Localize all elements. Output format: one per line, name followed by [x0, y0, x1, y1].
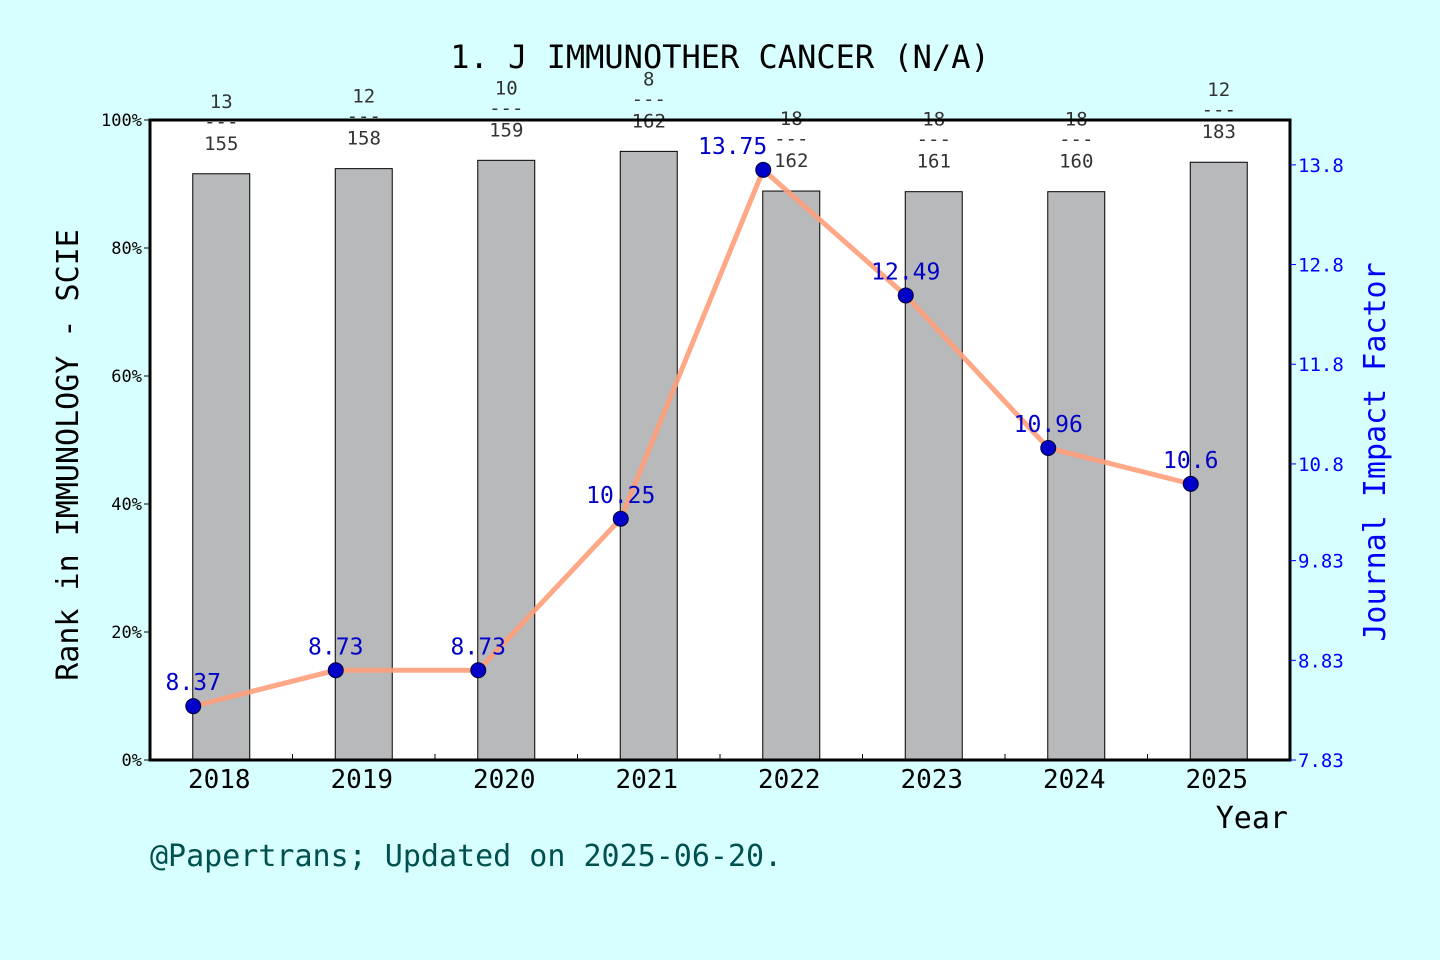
chart-title: 1. J IMMUNOTHER CANCER (N/A): [450, 38, 989, 76]
bar-2024: [1047, 191, 1106, 761]
impact-factor-point-2025: [1182, 475, 1199, 492]
impact-factor-point-2024: [1040, 439, 1057, 456]
x-tick-label: 2023: [900, 765, 963, 795]
plot-area: [150, 120, 1290, 760]
impact-factor-point-2019: [327, 662, 344, 679]
bar-2025: [1189, 161, 1248, 761]
bar-separator: ---: [347, 106, 381, 128]
bar-total-label: 161: [917, 151, 951, 173]
left-tick-label: 100%: [101, 111, 142, 131]
right-tick-label: 10.8: [1298, 454, 1344, 476]
right-tick-label: 7.83: [1298, 750, 1344, 772]
bar-rank-label: 13: [210, 91, 233, 113]
bar-total-label: 183: [1202, 121, 1236, 143]
left-tick-label: 60%: [111, 367, 142, 387]
bar-separator: ---: [632, 88, 666, 110]
impact-factor-label: 13.75: [698, 134, 767, 160]
bar-2023: [904, 191, 963, 761]
bar-2022: [762, 190, 821, 761]
bar-separator: ---: [489, 97, 523, 119]
x-axis-label: Year: [1216, 801, 1288, 836]
x-tick-label: 2019: [330, 765, 393, 795]
impact-factor-label: 8.73: [308, 634, 363, 660]
bar-total-label: 155: [204, 133, 238, 155]
impact-factor-label: 12.49: [871, 259, 940, 285]
bar-separator: ---: [204, 111, 238, 133]
x-tick-label: 2025: [1185, 765, 1248, 795]
left-tick-label: 0%: [122, 751, 142, 771]
bar-separator: ---: [774, 128, 808, 150]
bar-rank-label: 12: [1207, 79, 1230, 101]
bar-total-label: 162: [774, 150, 808, 172]
bar-total-label: 159: [489, 119, 523, 141]
left-axis-label: Rank in IMMUNOLOGY - SCIE: [51, 229, 86, 681]
bar-2018: [192, 173, 251, 761]
footer-text: @Papertrans; Updated on 2025-06-20.: [150, 839, 782, 874]
bar-total-label: 158: [347, 128, 381, 150]
impact-factor-label: 8.73: [451, 634, 506, 660]
x-tick-label: 2022: [758, 765, 821, 795]
bar-2019: [334, 168, 393, 761]
bar-rank-label: 10: [495, 77, 518, 99]
bar-separator: ---: [1059, 129, 1093, 151]
impact-factor-point-2018: [185, 698, 202, 715]
impact-factor-label: 8.37: [166, 670, 221, 696]
impact-factor-point-2022: [755, 161, 772, 178]
bar-total-label: 160: [1059, 151, 1093, 173]
impact-factor-line: [192, 165, 1192, 709]
bar-rank-label: 8: [643, 68, 654, 90]
impact-factor-point-2021: [612, 510, 629, 527]
bar-separator: ---: [917, 129, 951, 151]
impact-factor-point-2020: [470, 662, 487, 679]
right-tick-label: 12.8: [1298, 255, 1344, 277]
impact-factor-label: 10.6: [1163, 448, 1218, 474]
right-tick-label: 11.8: [1298, 354, 1344, 376]
impact-factor-label: 10.96: [1014, 412, 1083, 438]
left-tick-label: 80%: [111, 239, 142, 259]
impact-factor-point-2023: [897, 287, 914, 304]
bar-rank-label: 12: [352, 86, 375, 108]
x-tick-label: 2021: [615, 765, 678, 795]
right-axis-label: Journal Impact Factor: [1358, 262, 1393, 641]
right-tick-label: 8.83: [1298, 650, 1344, 672]
x-tick-label: 2018: [188, 765, 251, 795]
bar-separator: ---: [1202, 99, 1236, 121]
right-tick-label: 13.8: [1298, 155, 1344, 177]
left-tick-label: 20%: [111, 623, 142, 643]
left-tick-label: 40%: [111, 495, 142, 515]
bar-2020: [477, 159, 536, 761]
impact-factor-label: 10.25: [586, 483, 655, 509]
x-tick-label: 2020: [473, 765, 536, 795]
right-tick-label: 9.83: [1298, 551, 1344, 573]
x-tick-label: 2024: [1043, 765, 1106, 795]
